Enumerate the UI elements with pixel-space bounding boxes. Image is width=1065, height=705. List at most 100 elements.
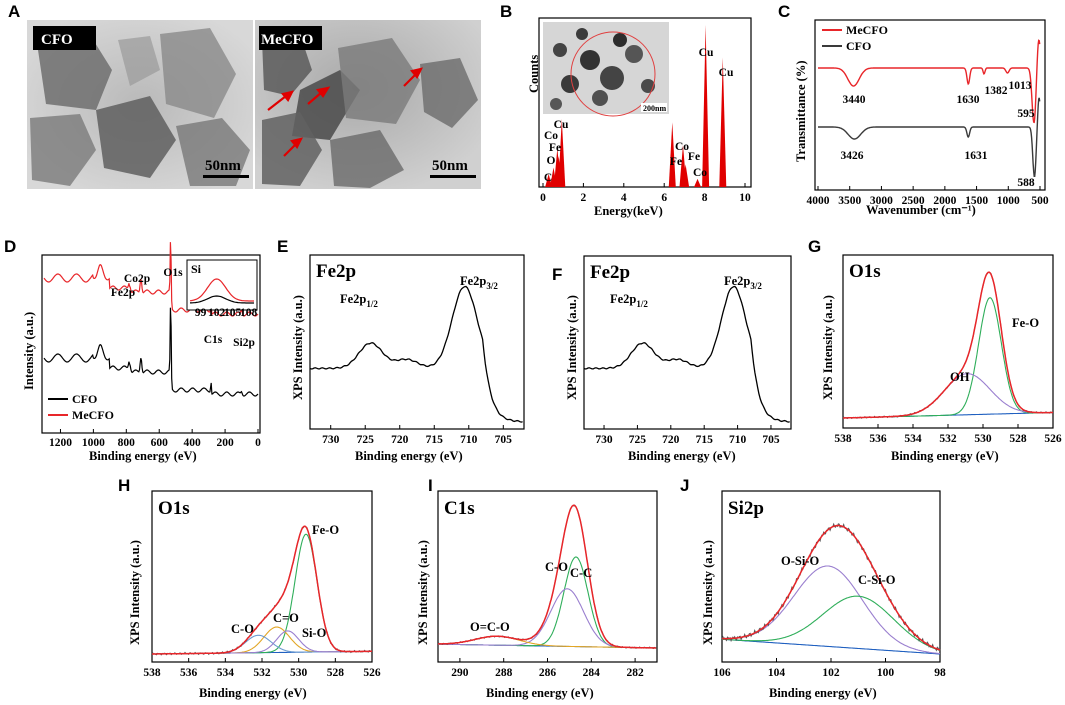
xps-tick-label: 536 (869, 433, 887, 445)
survey-legend-mecfo: MeCFO (72, 408, 114, 422)
ftir-peak-3440: 3440 (843, 94, 866, 106)
ftir-tick-label: 4000 (807, 195, 830, 207)
c1s-i-label-co: C-O (545, 560, 568, 574)
xps-envelope (843, 271, 1053, 419)
o1s-h-x-label: Binding energy (eV) (199, 686, 307, 700)
xps-raw-data (842, 271, 1054, 420)
eds-peak-cu (702, 25, 710, 187)
ftir-y-label: Transmittance (%) (794, 61, 808, 162)
ftir-legend-mecfo: MeCFO (846, 23, 888, 37)
o1s-h-label-co: C-O (231, 622, 254, 636)
o1s-g-x-ticks: 538 536 534 532 530 528 526 (834, 424, 1062, 445)
fe2p-e-x-ticks: 730 725 720 715 710 705 (322, 425, 512, 446)
eds-x-tick-label: 6 (661, 192, 667, 204)
eds-peak-label-co: Co (544, 130, 558, 142)
panel-letter-B: B (500, 2, 512, 21)
o1s-h-curves (151, 525, 373, 656)
tem-scale-bar-cfo (203, 175, 249, 178)
eds-peak-label-co: Co (693, 167, 707, 179)
xps-tick-label: 538 (143, 667, 161, 679)
ftir-peak-588: 588 (1017, 177, 1035, 189)
ftir-tick-label: 1000 (997, 195, 1020, 207)
survey-inset-tick: 105 (224, 307, 242, 319)
fe2p-f-x-ticks: 730 725 720 715 710 705 (595, 425, 780, 446)
survey-tick-label: 200 (216, 437, 234, 449)
xps-tick-label: 532 (253, 667, 271, 679)
eds-peak-cu (558, 118, 566, 187)
eds-x-tick-label: 4 (621, 192, 627, 204)
eds-inset-scale: 200nm (643, 104, 666, 113)
panel-letter-D: D (4, 237, 16, 256)
survey-tick-label: 1000 (82, 437, 105, 449)
fe2p-e-frame (309, 254, 525, 430)
xps-tick-label: 286 (539, 667, 557, 679)
si2p-j-x-ticks: 106 104 102 100 98 (713, 658, 946, 679)
si2p-j-label-osio: O-Si-O (781, 554, 819, 568)
fe2p-tick-label: 720 (391, 434, 409, 446)
o1s-h-label-co2: C=O (273, 611, 299, 625)
xps-tick-label: 106 (713, 667, 731, 679)
xps-tick-label: 526 (1044, 433, 1062, 445)
survey-anno-si2p: Si2p (233, 337, 255, 349)
eds-x-label: Energy(keV) (594, 204, 663, 218)
ftir-legend-cfo: CFO (846, 39, 871, 53)
tem-scale-text-cfo: 50nm (205, 158, 241, 174)
panel-letter-F: F (552, 265, 562, 284)
eds-peak-cu (719, 57, 727, 188)
ftir-x-ticks: 4000 3500 3000 2500 2000 1500 1000 500 (807, 186, 1049, 207)
ftir-legend: MeCFO CFO (822, 23, 888, 53)
panel-letter-H: H (118, 476, 130, 495)
tem-scale-bar-mecfo (430, 175, 476, 178)
xps-tick-label: 284 (583, 667, 601, 679)
ftir-peak-1382: 1382 (985, 85, 1008, 97)
eds-frame (538, 17, 752, 188)
survey-tick-label: 400 (184, 437, 202, 449)
ftir-peak-1630: 1630 (957, 94, 980, 106)
panel-letter-C: C (778, 2, 790, 21)
si2p-j-label-csio: C-Si-O (858, 573, 896, 587)
fe2p-tick-label: 725 (629, 434, 647, 446)
ftir-panel: 4000 3500 3000 2500 2000 1500 1000 500 3440 1630… (794, 19, 1049, 217)
panel-letter-I: I (428, 476, 433, 495)
xps-tick-label: 538 (834, 433, 852, 445)
eds-x-tick-label: 8 (702, 192, 708, 204)
fe2p-f-title: Fe2p (590, 262, 630, 283)
tem-label-mecfo: MeCFO (261, 32, 313, 48)
xps-tick-label: 532 (939, 433, 957, 445)
xps-tick-label: 102 (822, 667, 840, 679)
eds-peak-label-cu: Cu (699, 47, 714, 59)
fe2p-tick-label: 710 (460, 434, 478, 446)
xps-tick-label: 534 (904, 433, 922, 445)
xps-tick-label: 528 (327, 667, 345, 679)
fe2p-tick-label: 715 (426, 434, 444, 446)
o1s-h-x-ticks: 538 536 534 532 530 528 526 (143, 658, 381, 679)
fe2p-e-y-label: XPS Intensity (a.u.) (291, 295, 305, 400)
tem-scale-text-mecfo: 50nm (432, 158, 468, 174)
eds-peak-label-fe: Fe (670, 156, 682, 168)
o1s-h-y-label: XPS Intensity (a.u.) (128, 540, 142, 645)
survey-inset-tick: 99 (195, 307, 207, 319)
o1s-h-label-sio: Si-O (302, 626, 327, 640)
ftir-peak-1631: 1631 (965, 150, 988, 162)
survey-y-label: Intensity (a.u.) (22, 312, 36, 390)
c1s-i-title: C1s (444, 498, 475, 519)
fe2p-tick-label: 720 (662, 434, 680, 446)
xps-tick-label: 282 (626, 667, 644, 679)
fe2p-tick-label: 715 (696, 434, 714, 446)
xps-tick-label: 536 (180, 667, 198, 679)
fe2p-tick-label: 730 (322, 434, 340, 446)
fe2p-f-spectrum (583, 285, 790, 423)
ftir-tick-label: 3500 (838, 195, 861, 207)
survey-anno-c1s: C1s (204, 334, 223, 346)
si2p-panel-j: 106 104 102 100 98 Si2p O-Si-O C-Si-O Bindin… (701, 490, 946, 700)
xps-tick-label: 98 (934, 667, 946, 679)
si2p-j-y-label: XPS Intensity (a.u.) (701, 540, 715, 645)
o1s-panel-g: 538 536 534 532 530 528 526 O1s Fe-O OH Bindin… (821, 254, 1062, 463)
fe2p-e-peak-label-1: Fe2p1/2 (340, 292, 378, 309)
ftir-peak-1013: 1013 (1009, 80, 1032, 92)
eds-peak-label-cu: Cu (554, 119, 569, 131)
